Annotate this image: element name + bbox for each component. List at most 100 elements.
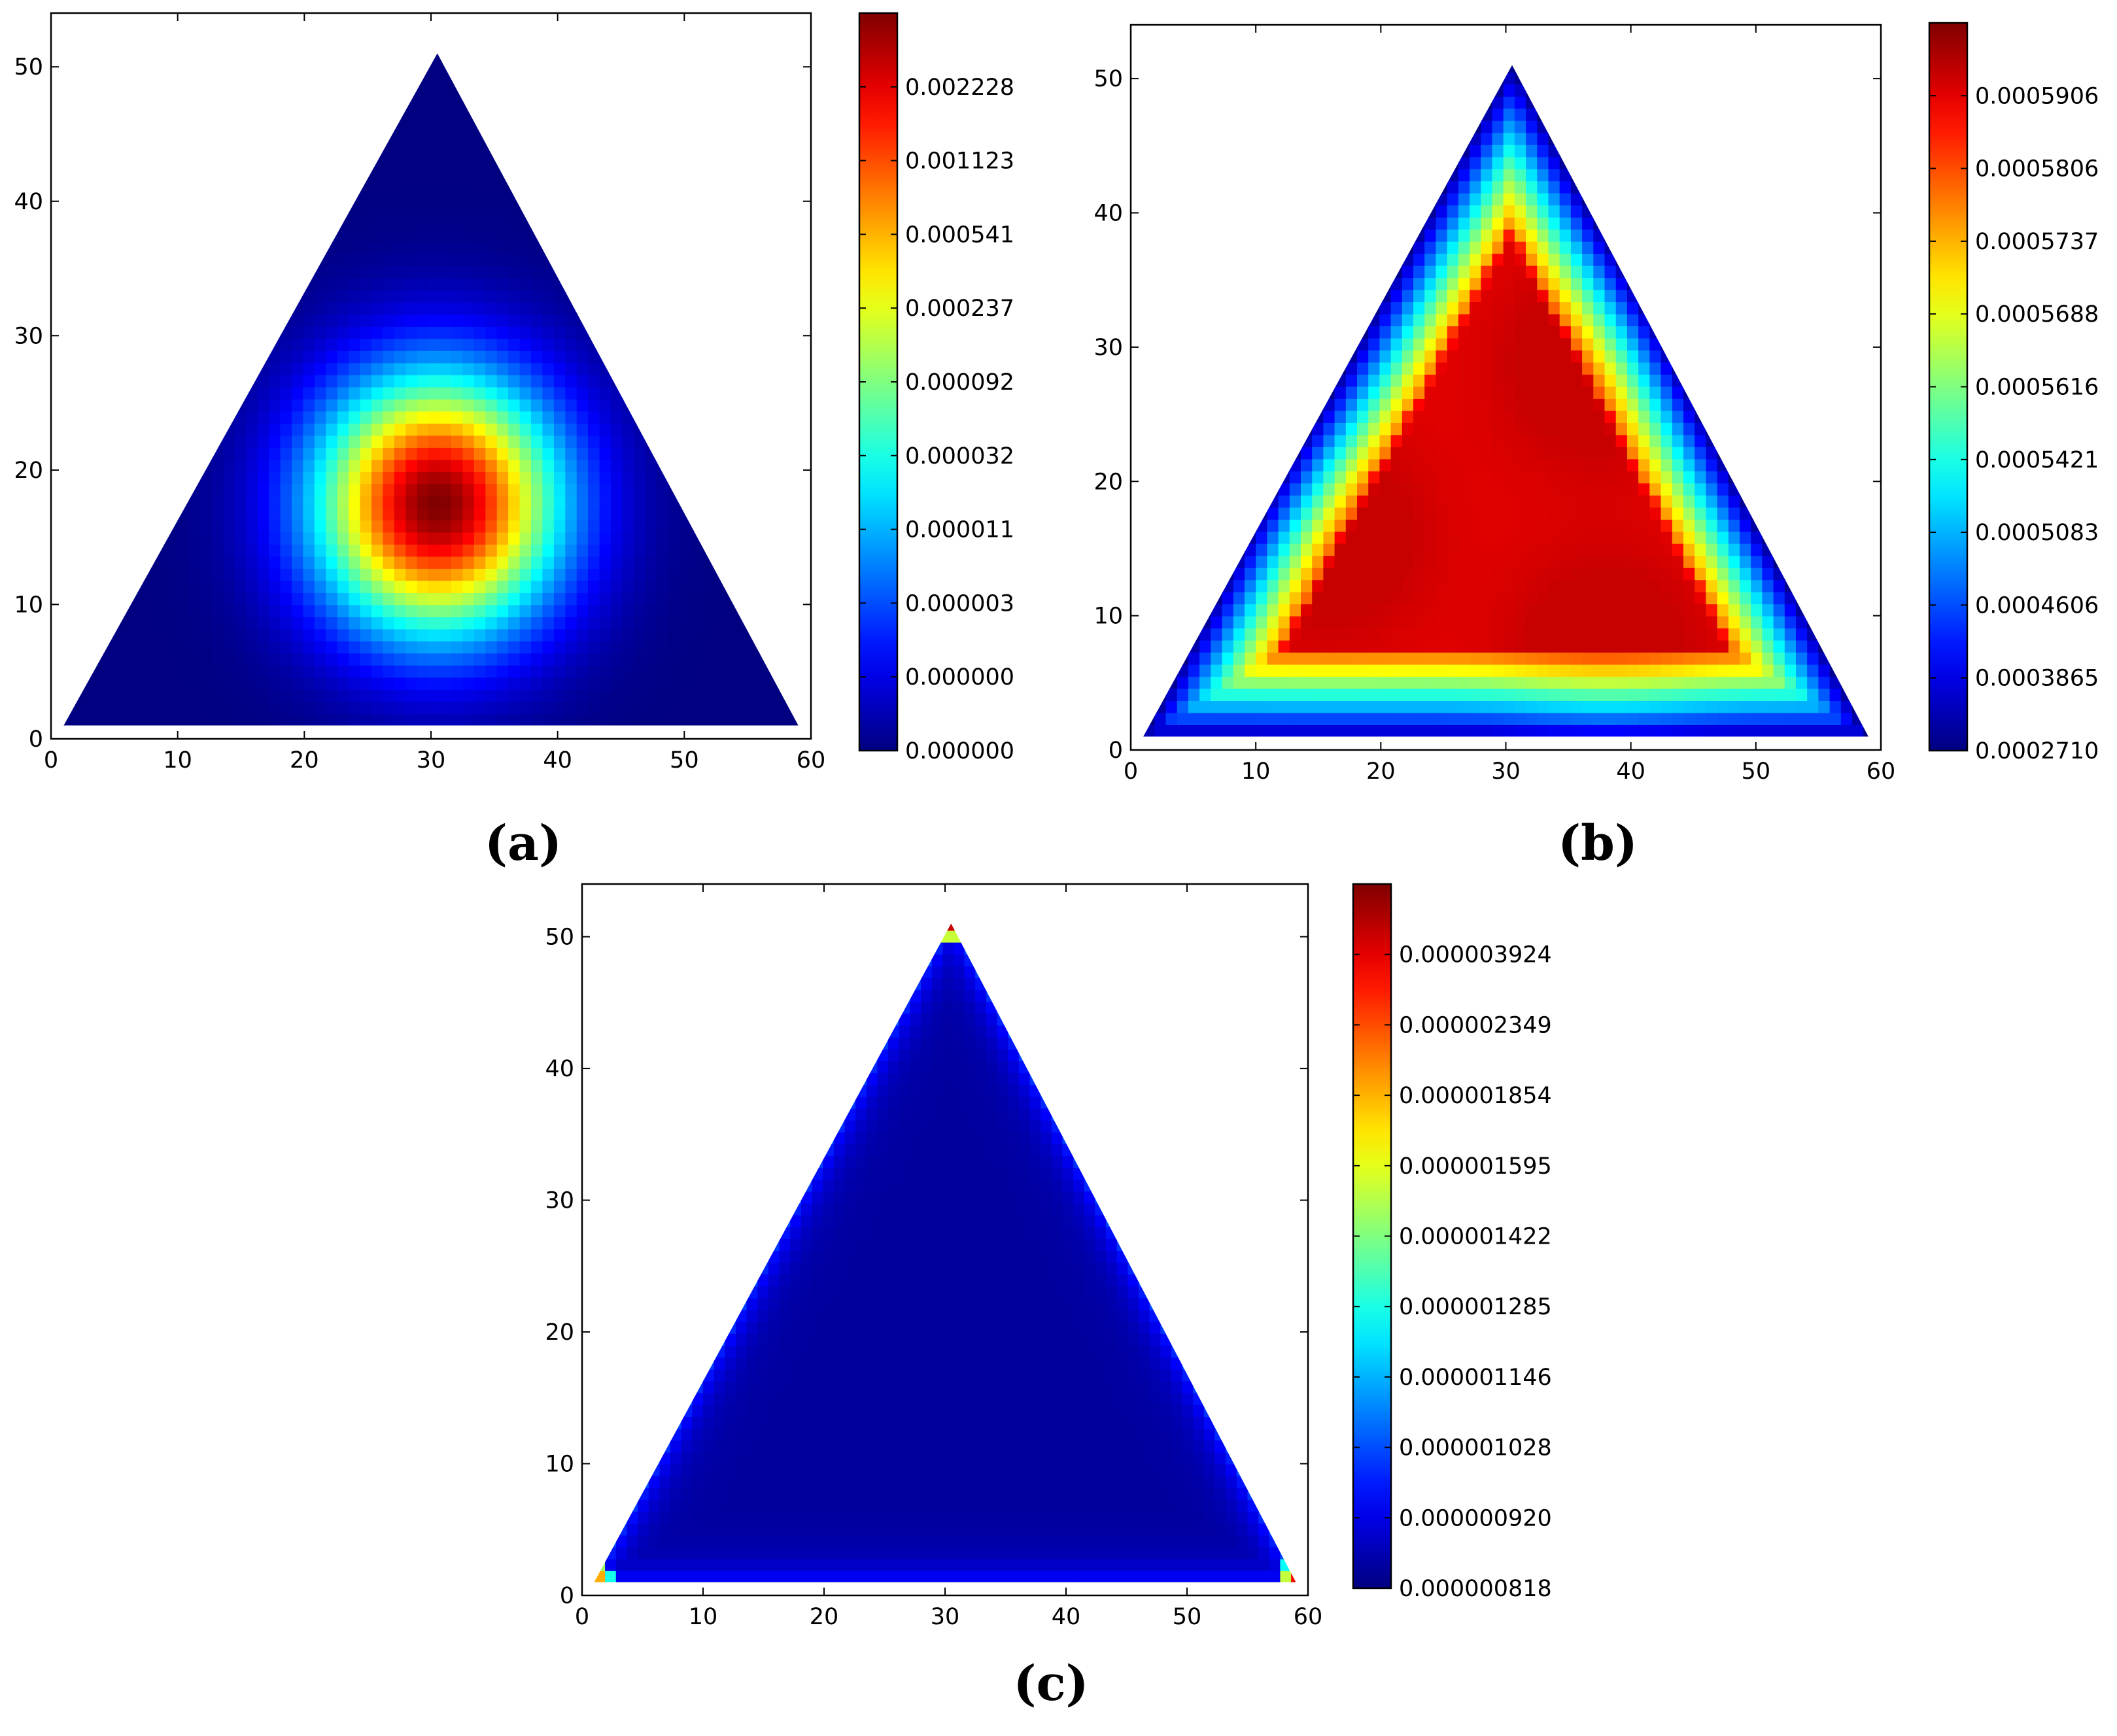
heat-cell [1345,543,1358,556]
heat-cell [1492,604,1504,617]
heat-cell [462,532,475,545]
heat-cell [1289,639,1301,653]
heat-cell [337,628,350,641]
heat-cell [542,556,555,569]
heat-cell [405,519,418,533]
heat-cell [326,592,338,605]
heat-cell [1379,676,1392,689]
heat-cell [371,543,384,557]
heat-cell [1458,543,1471,556]
heat-cell [428,156,441,170]
heat-cell [189,495,201,509]
heat-cell [1481,494,1493,508]
heat-cell [1807,724,1819,737]
heat-cell [1706,712,1718,725]
heat-cell [451,96,464,109]
heat-cell [1695,628,1707,641]
heat-cell [553,350,566,364]
heat-cell [576,713,589,726]
heat-cell [337,495,350,509]
heat-cell [234,713,247,726]
heat-cell [1762,628,1774,641]
heat-cell [1514,664,1527,677]
heat-cell [360,241,372,254]
heat-cell [189,580,201,593]
heat-cell [1447,688,1459,701]
heat-cell [1402,494,1414,508]
heat-cell [1570,652,1583,665]
heat-cell [485,677,498,690]
heat-cell [519,265,532,279]
heat-cell [109,713,122,726]
heat-cell [702,653,714,666]
heat-cell [1773,724,1785,737]
heat-cell [565,592,577,605]
heat-cell [269,411,281,424]
heat-cell [394,277,407,291]
heat-cell [519,568,532,581]
heat-cell [782,713,794,726]
heat-cell [383,435,395,448]
heat-cell [622,592,634,605]
heat-cell [588,374,600,388]
heat-cell [292,616,304,630]
heat-cell [1177,700,1189,713]
heat-cell [1312,579,1324,592]
heat-cell [246,435,258,448]
heat-cell [417,193,430,206]
heat-cell [1447,591,1459,605]
heat-cell [200,568,213,581]
heat-cell [508,592,521,605]
heat-cell [759,689,771,702]
heat-cell [1233,604,1245,617]
heat-cell [496,205,509,218]
heat-cell [1582,591,1594,605]
heat-cell [553,653,566,666]
heat-cell [166,604,179,617]
heat-cell [1447,652,1459,665]
heat-cell [1436,664,1448,677]
heat-cell [1762,676,1774,689]
heat-cell [1334,724,1347,737]
panel-label: (a) [485,815,562,872]
heat-cell [1661,688,1673,701]
heat-cell [417,156,430,170]
heat-cell [1649,507,1662,520]
heat-cell [1481,712,1493,725]
heat-cell [1492,567,1504,581]
heat-cell [257,532,270,545]
heat-cell [223,519,235,533]
heat-cell [280,640,292,654]
heat-cell [303,532,315,545]
heat-cell [439,604,452,617]
heat-cell [1751,724,1763,737]
heat-cell [473,628,487,641]
heat-cell [1807,664,1819,677]
heat-cell [622,422,634,436]
heat-cell [314,580,327,593]
heat-cell [405,543,418,557]
heat-cell [1357,676,1369,689]
heat-cell [1570,688,1583,701]
heat-cell [1278,543,1290,556]
heat-cell [428,145,441,158]
heat-cell [542,447,555,460]
heat-cell [1357,507,1369,520]
heat-cell [519,556,532,569]
heat-cell [428,265,441,279]
heat-cell [257,398,270,412]
heat-cell [166,556,179,569]
heat-cell [234,664,247,678]
heat-cell [725,664,737,678]
heat-cell [212,459,224,472]
heat-cell [1740,652,1752,665]
heat-cell [417,277,430,291]
heat-cell [1312,543,1324,556]
heat-cell [223,653,235,666]
heat-cell [1447,531,1459,544]
heat-cell [223,459,235,472]
heat-cell [473,374,487,388]
heat-cell [531,689,543,702]
heat-cell [439,386,452,400]
heat-cell [1526,724,1538,737]
